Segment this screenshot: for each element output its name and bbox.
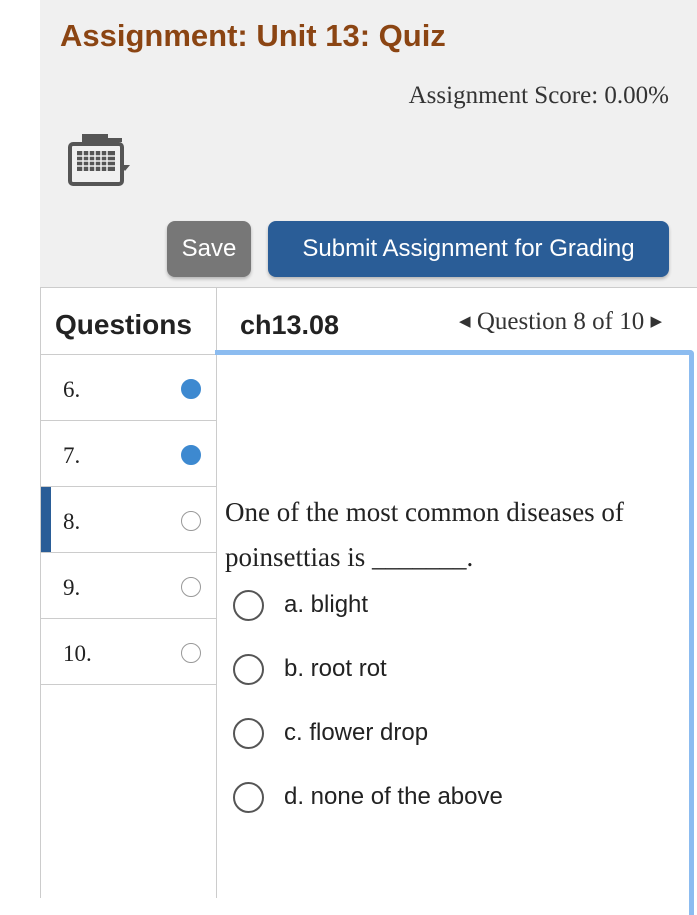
questions-heading: Questions <box>41 287 216 355</box>
radio-icon[interactable] <box>233 782 264 813</box>
unanswered-dot-icon <box>181 511 201 531</box>
question-item-6[interactable]: 6. <box>41 355 216 421</box>
option-label: c. flower drop <box>284 718 429 746</box>
keyboard-icon[interactable] <box>68 132 130 187</box>
question-item-8[interactable]: 8. <box>41 487 216 553</box>
question-nav: ◀ Question 8 of 10 ▶ <box>459 308 662 336</box>
answered-dot-icon <box>181 445 201 465</box>
question-item-7[interactable]: 7. <box>41 421 216 487</box>
option-label: d. none of the above <box>284 782 503 810</box>
option-b[interactable]: b. root rot <box>233 654 387 694</box>
question-item-9[interactable]: 9. <box>41 553 216 619</box>
question-number: 10. <box>63 641 92 666</box>
radio-icon[interactable] <box>233 590 264 621</box>
header: Assignment: Unit 13: Quiz Assignment Sco… <box>40 0 697 287</box>
question-number: 9. <box>63 575 81 600</box>
unanswered-dot-icon <box>181 577 201 597</box>
option-d[interactable]: d. none of the above <box>233 782 503 822</box>
option-label: b. root rot <box>284 654 387 682</box>
save-button[interactable]: Save <box>167 221 251 277</box>
questions-sidebar: Questions 6. 7. 8. 9. 10. <box>40 287 217 898</box>
question-area: ch13.08 ◀ Question 8 of 10 ▶ One of the … <box>215 287 697 915</box>
question-number: 8. <box>63 509 81 534</box>
next-question-icon[interactable]: ▶ <box>650 314 662 330</box>
radio-icon[interactable] <box>233 718 264 749</box>
answered-dot-icon <box>181 379 201 399</box>
option-c[interactable]: c. flower drop <box>233 718 428 758</box>
assignment-score: Assignment Score: 0.00% <box>408 82 669 109</box>
submit-assignment-button[interactable]: Submit Assignment for Grading <box>268 221 669 277</box>
question-item-10[interactable]: 10. <box>41 619 216 685</box>
question-number: 6. <box>63 377 81 402</box>
question-id: ch13.08 <box>240 310 340 340</box>
option-a[interactable]: a. blight <box>233 590 368 630</box>
prev-question-icon[interactable]: ◀ <box>459 314 471 330</box>
page-title: Assignment: Unit 13: Quiz <box>60 18 446 53</box>
question-number: 7. <box>63 443 81 468</box>
question-text: One of the most common diseases of poins… <box>225 497 624 572</box>
unanswered-dot-icon <box>181 643 201 663</box>
question-panel <box>215 350 694 915</box>
radio-icon[interactable] <box>233 654 264 685</box>
question-position: Question 8 of 10 <box>476 308 645 335</box>
option-label: a. blight <box>284 590 369 618</box>
